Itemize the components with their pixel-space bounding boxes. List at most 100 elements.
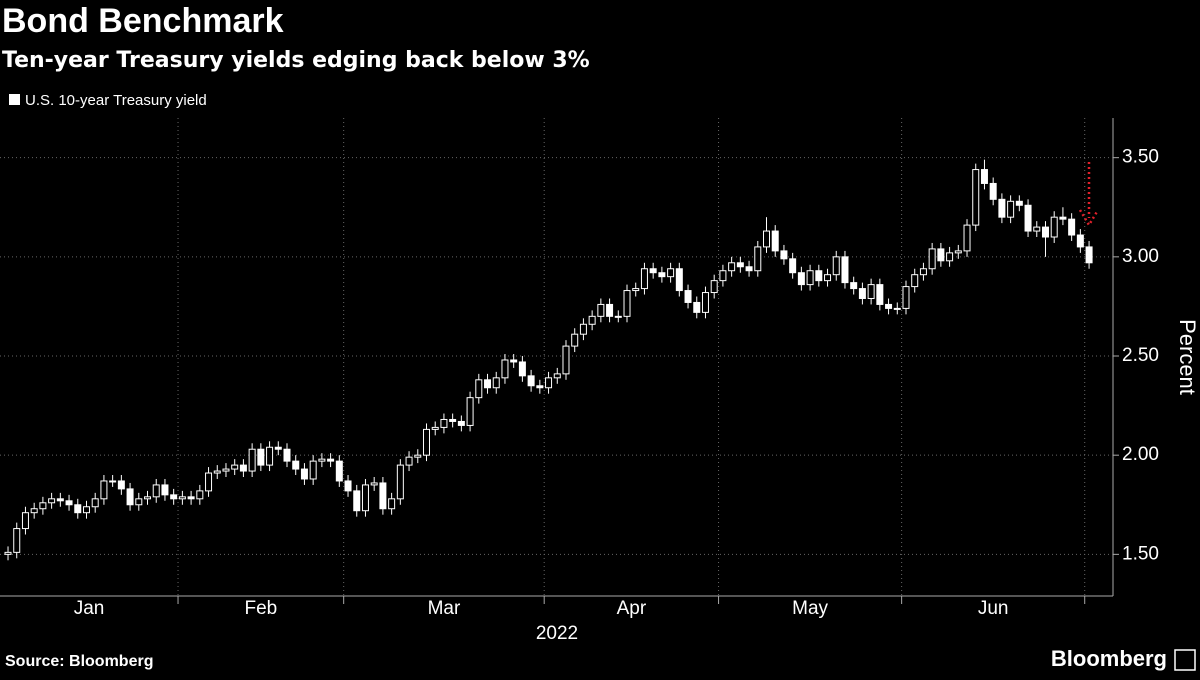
- candle-body: [980, 169, 988, 184]
- candle-body: [39, 502, 47, 510]
- candle-body: [1050, 216, 1058, 238]
- candle-body: [797, 272, 805, 286]
- candle-body: [266, 446, 274, 466]
- candle-body: [545, 377, 553, 389]
- candle-body: [292, 460, 300, 470]
- y-tick-label: 2.00: [1122, 444, 1159, 465]
- candle-body: [614, 315, 622, 318]
- candle-body: [623, 290, 631, 317]
- candle-body: [205, 472, 213, 492]
- candle-body: [449, 418, 457, 422]
- candle-body: [187, 496, 195, 500]
- candle-body: [30, 508, 38, 514]
- brand-logo: Bloomberg: [1051, 646, 1167, 671]
- candle-body: [902, 286, 910, 309]
- y-tick-label: 3.50: [1122, 147, 1159, 168]
- candle-body: [963, 224, 971, 252]
- candle-body: [161, 484, 169, 496]
- candle-body: [109, 480, 117, 483]
- candle-body: [48, 498, 56, 504]
- y-axis-label: Percent: [1175, 319, 1200, 395]
- candle-body: [283, 448, 291, 462]
- candle-body: [422, 428, 430, 456]
- candle-body: [597, 303, 605, 317]
- candle-body: [484, 379, 492, 389]
- candle-body: [126, 488, 134, 506]
- candle-body: [475, 379, 483, 399]
- candle-body: [989, 182, 997, 200]
- candle-body: [1076, 234, 1084, 248]
- candle-body: [1059, 216, 1067, 220]
- candle-body: [135, 498, 143, 506]
- candle-body: [885, 303, 893, 309]
- candle-body: [1015, 200, 1023, 206]
- candle-body: [248, 448, 256, 472]
- candle-body: [606, 303, 614, 317]
- candle-body: [579, 323, 587, 335]
- candle-body: [335, 460, 343, 482]
- candle-body: [893, 307, 901, 310]
- brand-icon: [1174, 649, 1196, 671]
- candle-body: [562, 345, 570, 375]
- candle-body: [117, 480, 125, 490]
- candle-body: [815, 270, 823, 282]
- candle-body: [170, 494, 178, 500]
- candle-body: [675, 268, 683, 292]
- candle-body: [1085, 246, 1093, 264]
- candle-body: [919, 268, 927, 276]
- chart-subtitle: Ten-year Treasury yields edging back bel…: [2, 48, 590, 73]
- candle-body: [588, 315, 596, 325]
- candle-body: [510, 359, 518, 363]
- candle-body: [65, 500, 73, 506]
- chart-title: Bond Benchmark: [2, 2, 284, 40]
- candle-body: [82, 506, 90, 514]
- candle-body: [632, 288, 640, 292]
- candle-body: [518, 361, 526, 377]
- candle-body: [640, 268, 648, 290]
- annotation-arrow: [1078, 162, 1100, 228]
- candle-body: [571, 333, 579, 347]
- candle-body: [937, 248, 945, 262]
- candle-body: [213, 470, 221, 474]
- candle-body: [388, 498, 396, 510]
- candle-body: [274, 446, 282, 450]
- candle-body: [21, 512, 29, 530]
- candle-body: [457, 420, 465, 426]
- candle-body: [152, 484, 160, 498]
- candle-body: [736, 262, 744, 268]
- candle-body: [379, 482, 387, 510]
- candle-body: [754, 246, 762, 272]
- candle-body: [867, 284, 875, 299]
- candle-body: [492, 377, 500, 389]
- candle-body: [841, 256, 849, 284]
- candle-body: [1024, 204, 1032, 232]
- legend-label: U.S. 10-year Treasury yield: [25, 92, 207, 109]
- candle-body: [231, 464, 239, 470]
- candle-body: [1041, 226, 1049, 238]
- candle-body: [789, 258, 797, 274]
- candle-body: [396, 464, 404, 500]
- y-tick-label: 3.00: [1122, 246, 1159, 267]
- candle-body: [771, 230, 779, 252]
- x-axis-label: 2022: [536, 623, 578, 644]
- y-tick-label: 1.50: [1122, 543, 1159, 564]
- candle-body: [1068, 218, 1076, 236]
- candle-body: [344, 480, 352, 492]
- candle-body: [693, 301, 701, 313]
- candle-body: [553, 373, 561, 379]
- candle-body: [701, 292, 709, 313]
- candle-body: [440, 418, 448, 428]
- candle-body: [649, 268, 657, 274]
- candle-body: [318, 458, 326, 462]
- candle-body: [405, 456, 413, 466]
- x-tick-label: Mar: [428, 598, 461, 619]
- candle-body: [745, 266, 753, 272]
- candle-body: [536, 385, 544, 389]
- candle-body: [353, 490, 361, 512]
- candle-body: [667, 268, 675, 278]
- candle-body: [946, 252, 954, 262]
- candle-body: [710, 280, 718, 294]
